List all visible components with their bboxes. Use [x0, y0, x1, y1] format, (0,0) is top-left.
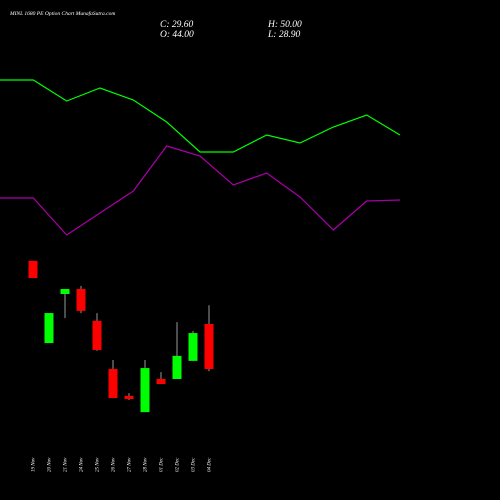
x-tick-label: 02 Dec: [176, 457, 181, 472]
candle-body: [156, 379, 166, 384]
candle-body: [172, 355, 182, 379]
x-tick-label: 27 Nov: [128, 457, 133, 472]
open-label: O: 44.00: [160, 30, 194, 40]
candle-body: [124, 395, 134, 399]
candle-body: [204, 324, 214, 369]
x-tick-label: 24 Nov: [80, 457, 85, 472]
candle-body: [60, 289, 70, 294]
x-tick-label: 20 Nov: [48, 457, 53, 472]
indicator-line: [0, 79, 401, 153]
x-tick-label: 04 Dec: [208, 457, 213, 472]
candle-body: [108, 369, 118, 399]
x-tick-label: 19 Nov: [32, 457, 37, 472]
indicator-line: [0, 145, 401, 236]
chart-title: MINL 1680 PE Option Chart MunafaSutra.co…: [9, 10, 115, 17]
close-label: C: 29.60: [160, 20, 194, 30]
x-tick-label: 21 Nov: [64, 457, 69, 472]
low-label: L: 28.90: [267, 30, 300, 40]
candle-body: [140, 368, 150, 413]
x-tick-label: 28 Nov: [144, 457, 149, 472]
x-tick-label: 26 Nov: [112, 457, 117, 472]
candle-body: [76, 289, 86, 311]
candle-body: [44, 313, 54, 344]
candle-body: [92, 320, 102, 350]
x-tick-label: 01 Dec: [160, 457, 165, 472]
candle-body: [28, 260, 38, 279]
x-tick-label: 03 Dec: [192, 457, 197, 472]
x-tick-label: 25 Nov: [96, 457, 101, 472]
candle-body: [188, 333, 198, 361]
high-label: H: 50.00: [267, 20, 302, 30]
